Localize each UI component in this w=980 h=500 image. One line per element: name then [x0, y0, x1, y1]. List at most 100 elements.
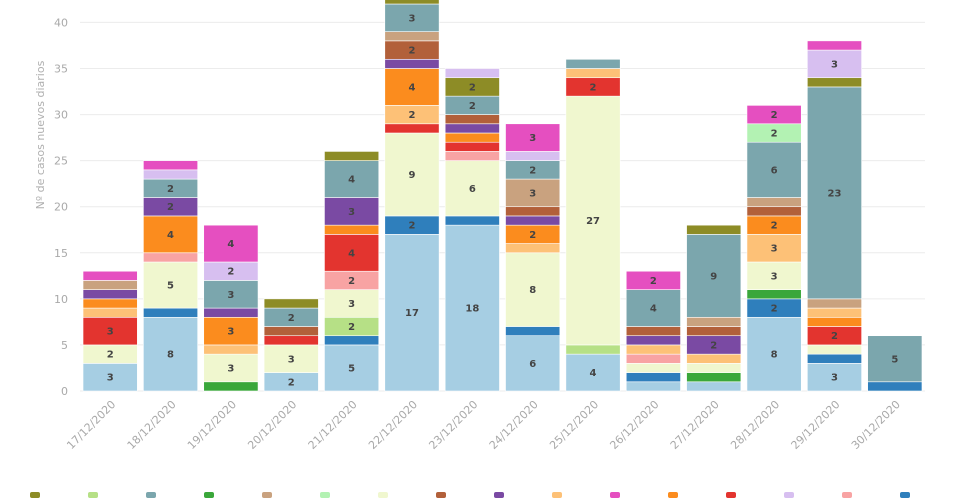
segment-value-label: 2	[590, 82, 597, 93]
bar-segment	[686, 363, 742, 373]
x-tick-label: 18/12/2020	[125, 398, 179, 452]
bar-segment	[203, 316, 259, 346]
segment-value-label: 23	[828, 188, 842, 199]
segment-value-label: 2	[167, 184, 174, 195]
bar-segment	[263, 326, 319, 337]
x-tick-label: 21/12/2020	[306, 398, 360, 452]
bar-segment	[384, 0, 440, 5]
segment-value-label: 2	[771, 110, 778, 121]
bar-segment	[686, 316, 742, 327]
x-tick-label: 29/12/2020	[789, 398, 843, 452]
bar-segment	[686, 353, 742, 364]
segment-value-label: 2	[529, 230, 536, 241]
bar-segment	[143, 160, 198, 171]
bar-segment	[203, 224, 259, 263]
segment-value-label: 2	[408, 110, 415, 121]
y-axis-label: Nº de casos nuevos diarios	[34, 60, 47, 209]
bar-segment	[625, 326, 681, 337]
bar-segment	[82, 289, 138, 300]
segment-value-label: 5	[891, 354, 898, 365]
bar-segment	[203, 307, 259, 318]
bar-segment	[324, 160, 380, 198]
segment-value-label: 3	[227, 290, 234, 301]
bar-segment	[505, 123, 561, 152]
segment-value-label: 3	[831, 373, 838, 384]
segment-value-label: 5	[167, 281, 174, 292]
bar-segment	[143, 307, 198, 318]
x-tick-label: 28/12/2020	[728, 398, 782, 452]
bar-segment	[263, 298, 319, 309]
y-tick-label: 5	[61, 339, 68, 352]
bar-segment	[324, 151, 380, 161]
bar-segment	[505, 215, 561, 226]
bar-segment	[324, 234, 380, 272]
x-tick-label: 27/12/2020	[668, 398, 722, 452]
bar-segment	[384, 58, 440, 69]
bar-segment	[505, 178, 561, 208]
bar-segment	[505, 151, 561, 161]
segment-value-label: 6	[529, 359, 536, 370]
y-tick-label: 0	[61, 385, 68, 398]
segment-value-label: 2	[348, 322, 355, 333]
bar-segment	[807, 344, 862, 355]
segment-value-label: 2	[650, 276, 657, 287]
segment-value-label: 2	[469, 82, 476, 93]
bar-segment	[625, 335, 681, 346]
bar-segment	[625, 381, 681, 392]
y-tick-label: 35	[54, 63, 68, 76]
segment-value-label: 3	[408, 13, 415, 24]
bar-segment	[807, 316, 862, 327]
segment-value-label: 2	[107, 350, 114, 361]
bar-segment	[807, 353, 862, 364]
segment-value-label: 2	[710, 340, 717, 351]
y-tick-label: 30	[54, 109, 68, 122]
bar-segment	[203, 280, 259, 309]
legend-swatch	[378, 492, 388, 498]
bar-segment	[746, 289, 802, 300]
legend-swatch	[494, 492, 504, 498]
bar-segment	[143, 252, 198, 263]
bar-segment	[324, 224, 380, 235]
segment-value-label: 4	[348, 175, 355, 186]
bar-segment	[807, 363, 862, 392]
segment-value-label: 2	[771, 304, 778, 315]
segment-value-label: 2	[408, 221, 415, 232]
segment-value-label: 4	[227, 239, 234, 250]
segment-value-label: 2	[529, 165, 536, 176]
bar-segment	[444, 215, 500, 226]
segment-value-label: 9	[710, 271, 717, 282]
x-axis: 17/12/2020 18/12/2020 19/12/2020 20/12/2020…	[64, 398, 903, 452]
segment-value-label: 3	[107, 327, 114, 338]
bar-segment	[625, 372, 681, 383]
bar-segment	[203, 381, 259, 392]
segment-value-label: 2	[227, 267, 234, 278]
bar-segment	[384, 132, 440, 217]
bar-segment	[807, 77, 862, 88]
bar-segment	[625, 270, 681, 290]
bar-segment	[384, 68, 440, 106]
segment-value-label: 17	[405, 308, 419, 319]
bar-segment	[143, 169, 198, 180]
y-tick-label: 10	[54, 293, 68, 306]
bar-segment	[565, 58, 621, 69]
bars: 3238542233324232523243417292423186226823…	[82, 0, 923, 392]
bar-segment	[746, 141, 802, 198]
bar-segment	[384, 234, 440, 392]
bar-segment	[625, 363, 681, 373]
bar-segment	[807, 49, 862, 79]
bar-segment	[565, 344, 621, 355]
bar-segment	[444, 68, 500, 79]
segment-value-label: 4	[167, 230, 174, 241]
segment-value-label: 3	[288, 354, 295, 365]
bar-segment	[625, 344, 681, 355]
legend-swatch	[552, 492, 562, 498]
y-tick-label: 40	[54, 16, 68, 29]
segment-value-label: 6	[469, 184, 476, 195]
segment-value-label: 8	[167, 350, 174, 361]
bar-segment	[746, 234, 802, 263]
x-tick-label: 25/12/2020	[547, 398, 601, 452]
bar-segment	[686, 326, 742, 337]
bar-segment	[505, 243, 561, 254]
segment-value-label: 2	[288, 313, 295, 324]
bar-segment	[82, 280, 138, 290]
